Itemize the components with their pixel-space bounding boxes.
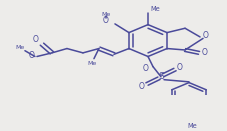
Text: Me: Me bbox=[101, 12, 111, 17]
Text: O: O bbox=[202, 48, 208, 57]
Text: O: O bbox=[177, 63, 183, 72]
Text: Me: Me bbox=[187, 123, 197, 129]
Text: O: O bbox=[139, 82, 145, 91]
Text: Me: Me bbox=[150, 6, 160, 12]
Text: O: O bbox=[203, 31, 209, 40]
Text: S: S bbox=[158, 72, 164, 81]
Text: Me: Me bbox=[87, 61, 96, 66]
Text: Me: Me bbox=[15, 45, 25, 50]
Text: O: O bbox=[143, 64, 149, 73]
Text: O: O bbox=[103, 16, 109, 25]
Text: O: O bbox=[29, 51, 35, 60]
Text: O: O bbox=[33, 35, 39, 44]
